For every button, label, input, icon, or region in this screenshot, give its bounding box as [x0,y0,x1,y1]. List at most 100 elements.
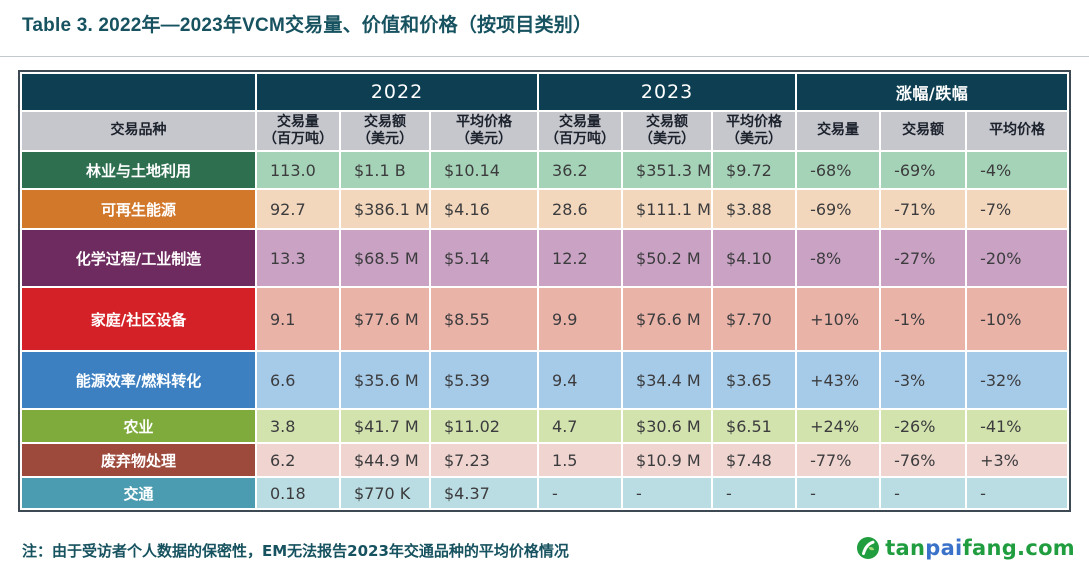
cell-volume-change: -69% [797,190,880,228]
column-unit: （美元） [456,131,513,147]
title-divider [0,56,1089,57]
cell-value-2022: $41.7 M [341,410,429,442]
table-row: 废弃物处理 6.2 $44.9 M $7.23 1.5 $10.9 M $7.48 -77% -… [22,444,1068,476]
category-column-header: 交易品种 [22,112,255,150]
cell-volume-change: +24% [797,410,880,442]
cell-volume-change: - [797,478,880,508]
column-label: 交易量 [277,113,319,130]
column-unit: （美元） [726,131,783,147]
cell-volume-2023: 9.9 [539,288,622,350]
cell-value-change: - [881,478,966,508]
cell-price-2023: $9.72 [713,152,796,188]
group-header-row: 2022 2023 涨幅/跌幅 [22,74,1068,110]
column-label: 平均价格 [726,113,783,130]
cell-volume-2022: 0.18 [257,478,339,508]
column-unit: （美元） [639,131,696,147]
cell-price-change: - [967,478,1068,508]
column-header-volume-2023: 交易量 （百万吨） [539,112,622,150]
cell-volume-2023: 12.2 [539,230,622,286]
logo-text: tanpaifang.com [885,536,1075,560]
cell-value-2022: $68.5 M [341,230,429,286]
table-row: 农业 3.8 $41.7 M $11.02 4.7 $30.6 M $6.51 +24% -26… [22,410,1068,442]
column-unit: （美元） [357,131,413,147]
column-header-price-2023: 平均价格 （美元） [713,112,796,150]
column-unit: （百万吨） [545,131,616,147]
column-label: 交易额 [646,113,689,130]
cell-price-change: -32% [967,352,1068,408]
cell-volume-change: -8% [797,230,880,286]
cell-value-2023: $50.2 M [623,230,712,286]
logo-text-part: pai [925,536,963,560]
cell-value-change: -71% [881,190,966,228]
cell-volume-2022: 92.7 [257,190,339,228]
tanpaifang-logo[interactable]: tanpaifang.com [856,536,1075,560]
column-header-value-2023: 交易额 （美元） [623,112,712,150]
tanpaifang-leaf-circle-icon [856,536,880,560]
cell-volume-2023: 36.2 [539,152,622,188]
column-label: 平均价格 [989,122,1046,139]
category-label: 林业与土地利用 [22,152,255,188]
column-header-value-change: 交易额 [881,112,966,150]
cell-price-change: +3% [967,444,1068,476]
cell-value-2022: $77.6 M [341,288,429,350]
table-row: 化学过程/工业制造 13.3 $68.5 M $5.14 12.2 $50.2 M $4.1… [22,230,1068,286]
column-label: 平均价格 [456,113,513,130]
cell-price-change: -20% [967,230,1068,286]
cell-value-2023: $34.4 M [623,352,712,408]
page-title: Table 3. 2022年—2023年VCM交易量、价值和价格（按项目类别） [22,15,593,36]
cell-price-2023: - [713,478,796,508]
column-group-2022: 2022 [257,74,538,110]
cell-price-change: -4% [967,152,1068,188]
category-label: 废弃物处理 [22,444,255,476]
cell-value-2022: $44.9 M [341,444,429,476]
category-label: 交通 [22,478,255,508]
column-header-row: 交易品种 交易量 （百万吨） 交易额 （美元） 平均价格 （美元） 交易量 （百万吨） … [22,112,1068,150]
cell-volume-2022: 13.3 [257,230,339,286]
cell-price-2022: $7.23 [431,444,538,476]
cell-value-2022: $386.1 M [341,190,429,228]
cell-price-2023: $6.51 [713,410,796,442]
cell-price-change: -7% [967,190,1068,228]
cell-price-2023: $3.65 [713,352,796,408]
category-label: 家庭/社区设备 [22,288,255,350]
table-row: 可再生能源 92.7 $386.1 M $4.16 28.6 $111.1 M $3.88-… [22,190,1068,228]
cell-value-2022: $770 K [341,478,429,508]
cell-price-2023: $7.70 [713,288,796,350]
table-row: 家庭/社区设备 9.1 $77.6 M $8.55 9.9 $76.6 M $7.70 +10… [22,288,1068,350]
column-header-price-change: 平均价格 [967,112,1068,150]
cell-value-2023: $111.1 M [623,190,712,228]
column-unit: （百万吨） [263,131,333,147]
cell-volume-change: -77% [797,444,880,476]
column-label: 交易额 [364,113,406,130]
cell-price-change: -10% [967,288,1068,350]
category-label: 化学过程/工业制造 [22,230,255,286]
cell-price-2022: $4.16 [431,190,538,228]
cell-value-change: -69% [881,152,966,188]
cell-volume-2023: 1.5 [539,444,622,476]
cell-volume-2023: 9.4 [539,352,622,408]
cell-value-change: -3% [881,352,966,408]
cell-price-2022: $8.55 [431,288,538,350]
cell-value-2022: $1.1 B [341,152,429,188]
cell-value-2023: $351.3 M [623,152,712,188]
cell-volume-2023: - [539,478,622,508]
cell-price-2022: $10.14 [431,152,538,188]
cell-volume-2022: 3.8 [257,410,339,442]
column-header-price-2022: 平均价格 （美元） [431,112,538,150]
cell-value-change: -76% [881,444,966,476]
cell-volume-change: +43% [797,352,880,408]
cell-volume-2022: 6.2 [257,444,339,476]
cell-volume-2023: 4.7 [539,410,622,442]
cell-volume-2022: 6.6 [257,352,339,408]
logo-text-part: fang.com [962,536,1075,560]
table-body: 林业与土地利用 113.0 $1.1 B $10.14 36.2 $351.3 M $9.7… [22,152,1068,508]
cell-value-2023: $10.9 M [623,444,712,476]
column-header-volume-change: 交易量 [797,112,880,150]
cell-value-2023: - [623,478,712,508]
column-group-change: 涨幅/跌幅 [797,74,1068,110]
category-label: 能源效率/燃料转化 [22,352,255,408]
cell-price-2022: $11.02 [431,410,538,442]
cell-price-2023: $7.48 [713,444,796,476]
column-label: 交易量 [559,113,602,130]
cell-price-2023: $3.88 [713,190,796,228]
